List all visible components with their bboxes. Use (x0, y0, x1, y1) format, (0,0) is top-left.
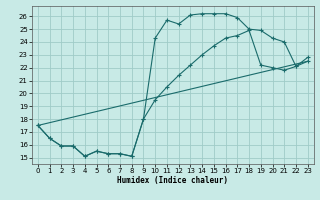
X-axis label: Humidex (Indice chaleur): Humidex (Indice chaleur) (117, 176, 228, 185)
